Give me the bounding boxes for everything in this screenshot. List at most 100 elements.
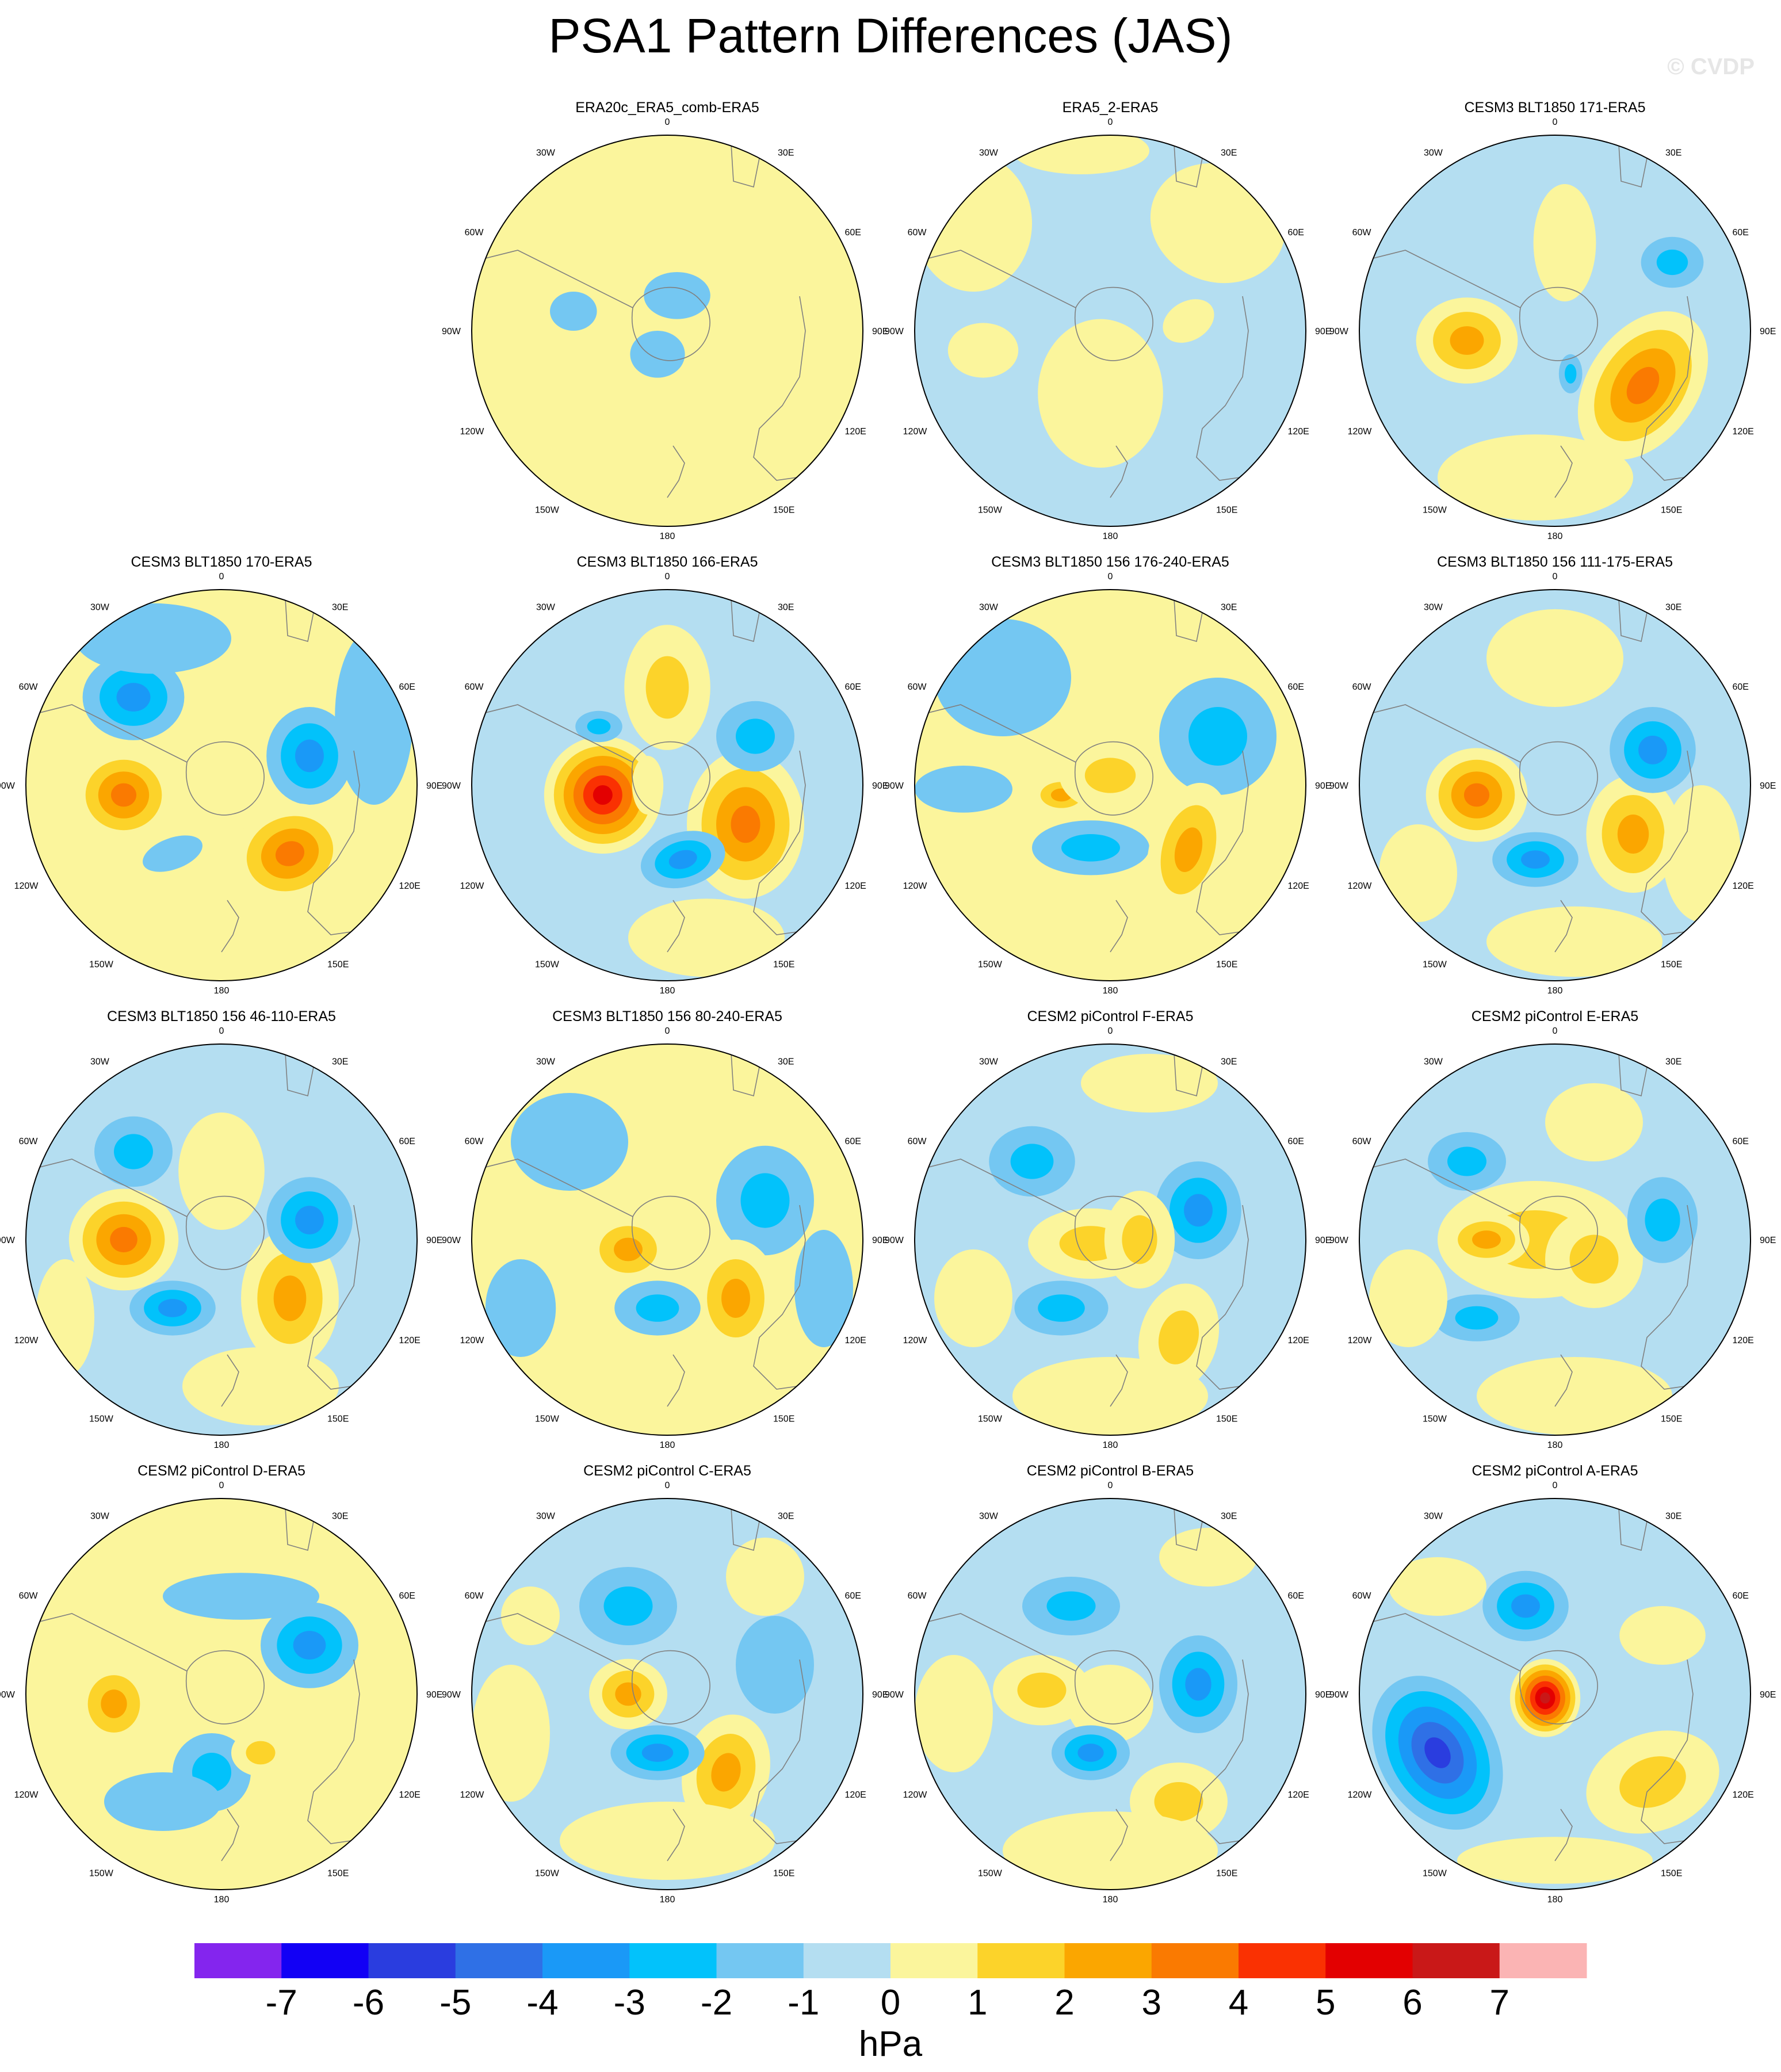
longitude-label: 60W	[908, 228, 927, 238]
colorbar-swatch	[1412, 1943, 1500, 1978]
contour-level	[1424, 1737, 1451, 1768]
longitude-label: 0	[665, 1026, 670, 1036]
contour-level	[603, 1587, 653, 1626]
longitude-label: 120E	[1287, 1790, 1309, 1800]
colorbar-tick-label: 7	[1489, 1983, 1509, 2023]
longitude-label: 0	[665, 117, 670, 127]
longitude-label: 90E	[426, 781, 442, 791]
map-background-field	[472, 135, 863, 526]
africa-coastline	[1173, 1498, 1203, 1551]
peninsula-coastline	[26, 1613, 188, 1672]
peninsula-coastline	[1359, 250, 1521, 308]
anomaly-blob	[716, 1145, 814, 1256]
anomaly-blob	[1067, 1665, 1153, 1743]
contour-level	[1486, 609, 1623, 707]
longitude-label: 180	[214, 1440, 230, 1450]
colorbar-swatch	[455, 1943, 543, 1978]
map-border	[1359, 135, 1751, 527]
longitude-label: 60E	[1732, 682, 1748, 692]
colorbar-tick-label: 6	[1402, 1983, 1423, 2023]
longitude-label: 150W	[535, 505, 560, 515]
longitude-label: 60E	[844, 1137, 861, 1146]
anomaly-blob	[82, 654, 185, 740]
longitude-label: 120E	[844, 427, 866, 437]
longitude-label: 30W	[979, 1512, 999, 1521]
anomaly-blob	[335, 629, 414, 805]
longitude-label: 90E	[872, 1690, 888, 1700]
antarctica-coastline	[1519, 1650, 1598, 1725]
antarctica-coastline	[1519, 1195, 1598, 1270]
contour-level	[632, 756, 664, 815]
contour-level	[1038, 319, 1163, 468]
anomaly-blob	[915, 1655, 993, 1772]
longitude-label: 60E	[1287, 1137, 1304, 1146]
anomaly-blob	[1155, 1161, 1241, 1259]
longitude-label: 60E	[844, 682, 861, 692]
colorbar-swatch	[1064, 1943, 1152, 1978]
longitude-label: 150W	[89, 959, 114, 969]
longitude-label: 180	[1547, 986, 1563, 996]
anomaly-blob	[72, 748, 175, 842]
longitude-label: 150E	[1216, 959, 1237, 969]
new-zealand-coastline	[667, 900, 685, 953]
map-border	[471, 1498, 863, 1890]
contour-level	[511, 1093, 628, 1191]
contour-level	[1540, 1692, 1550, 1704]
polar-map: 0 180 30E 60E 90E 120E 150E 30W 60W 90W 120W 150W	[442, 1026, 888, 1450]
polar-map: 0 180 30E 60E 90E 120E 150E 30W 60W 90W 120W 150W	[1329, 1481, 1776, 1905]
longitude-label: 0	[665, 572, 670, 582]
polar-map: 0 180 30E 60E 90E 120E 150E 30W 60W 90W 120W 150W	[885, 572, 1331, 996]
anomaly-blob	[624, 625, 710, 750]
colorbar-swatch	[194, 1943, 282, 1978]
new-zealand-coastline	[221, 1354, 239, 1407]
contour-level	[630, 331, 685, 378]
anomaly-blob	[1369, 1249, 1447, 1347]
contour-level	[485, 1259, 556, 1357]
longitude-label: 180	[1547, 1895, 1563, 1905]
contour-level	[1438, 434, 1633, 521]
longitude-label: 150W	[978, 959, 1003, 969]
antarctica-coastline	[631, 1650, 710, 1725]
peninsula-coastline	[26, 1159, 188, 1217]
longitude-label: 150E	[1216, 505, 1237, 515]
peninsula-coastline	[915, 1159, 1076, 1217]
antarctica-coastline	[631, 741, 710, 816]
anomaly-blob	[501, 1587, 560, 1645]
contour-level	[1447, 1146, 1486, 1176]
longitude-label: 60W	[19, 682, 39, 692]
longitude-label: 150W	[978, 1868, 1003, 1878]
anomaly-blob	[1038, 319, 1163, 468]
longitude-label: 0	[219, 1026, 224, 1036]
longitude-label: 180	[1547, 532, 1563, 541]
contour-level	[934, 1249, 1012, 1347]
longitude-label: 0	[1108, 1026, 1113, 1036]
panel-title: CESM3 BLT1850 156 46-110-ERA5	[107, 1008, 336, 1024]
anomaly-blob	[511, 1093, 628, 1191]
contour-level	[158, 1299, 187, 1317]
contour-level	[1061, 834, 1120, 862]
longitude-label: 30E	[778, 1512, 794, 1521]
anomaly-blob	[266, 1177, 353, 1263]
longitude-label: 30E	[332, 1057, 348, 1067]
longitude-label: 150E	[327, 1414, 349, 1424]
longitude-label: 120W	[1348, 1790, 1373, 1800]
antarctica-coastline	[1519, 286, 1598, 361]
map-border	[471, 1043, 863, 1436]
contour-level	[560, 1802, 775, 1880]
contour-level	[1077, 1744, 1104, 1762]
longitude-label: 60W	[1352, 228, 1372, 238]
longitude-label: 90W	[442, 781, 461, 791]
antarctica-coastline	[185, 1195, 265, 1270]
longitude-label: 150E	[327, 1868, 349, 1878]
longitude-label: 180	[1103, 532, 1118, 541]
contour-level	[110, 783, 137, 807]
longitude-label: 90E	[426, 1690, 442, 1700]
anomaly-blob	[163, 1573, 319, 1620]
colorbar-tick-label: -3	[613, 1983, 645, 2023]
contour-level	[689, 328, 716, 353]
panel-title: CESM3 BLT1850 156 111-175-ERA5	[1437, 554, 1673, 570]
anomaly-blob	[1545, 1210, 1643, 1308]
polar-map: 0 180 30E 60E 90E 120E 150E 30W 60W 90W 120W 150W	[885, 1481, 1331, 1905]
longitude-label: 90E	[426, 1236, 442, 1245]
colorbar-tick-label: 0	[880, 1983, 901, 2023]
